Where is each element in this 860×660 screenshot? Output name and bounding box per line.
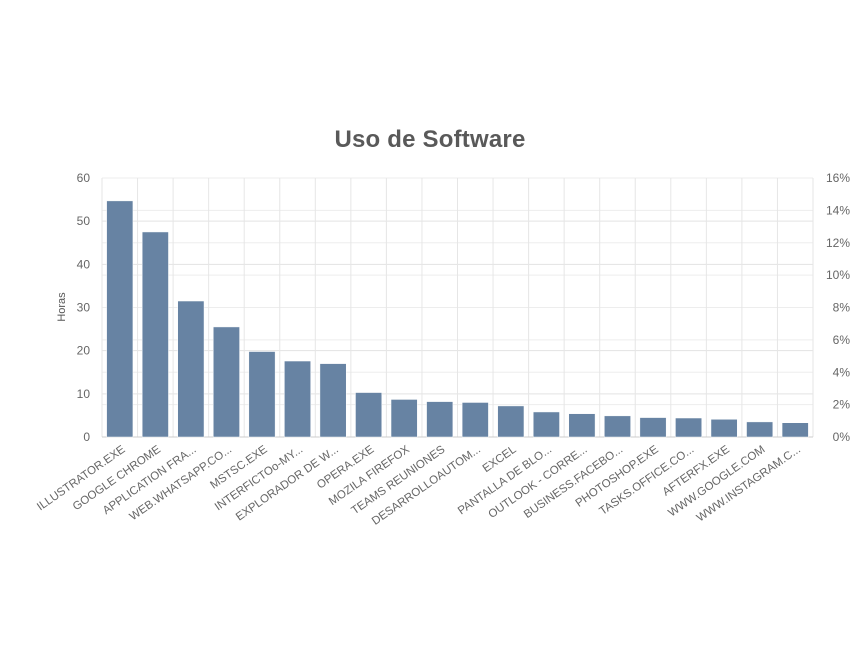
y2-tick-label: 12% xyxy=(826,236,850,250)
left-axis-ticks: 0 10 20 30 40 50 60 xyxy=(77,171,91,444)
bar[interactable] xyxy=(177,300,205,438)
bar[interactable] xyxy=(532,411,560,438)
bar-series xyxy=(106,200,809,438)
grid-lines xyxy=(101,177,814,438)
y-axis-title: Horas xyxy=(56,292,68,322)
bar[interactable] xyxy=(390,399,418,438)
chart-title: Uso de Software xyxy=(334,126,526,153)
bar[interactable] xyxy=(675,417,702,438)
y2-tick-label: 8% xyxy=(833,301,851,315)
y2-tick-label: 10% xyxy=(826,268,850,282)
bar[interactable] xyxy=(106,200,134,438)
bar[interactable] xyxy=(746,421,774,438)
y2-tick-label: 2% xyxy=(833,398,851,412)
y-tick-label: 30 xyxy=(77,301,91,315)
bar[interactable] xyxy=(568,413,596,438)
y2-tick-label: 0% xyxy=(833,430,851,444)
bar[interactable] xyxy=(213,326,240,438)
bar[interactable] xyxy=(426,401,454,438)
y2-tick-label: 4% xyxy=(833,365,851,379)
bar[interactable] xyxy=(141,231,169,438)
bar[interactable] xyxy=(497,405,525,438)
y2-tick-label: 16% xyxy=(826,171,850,185)
y-tick-label: 10 xyxy=(77,387,91,401)
y2-tick-label: 6% xyxy=(833,333,851,347)
bar[interactable] xyxy=(319,363,347,438)
y-tick-label: 50 xyxy=(77,214,91,228)
bar[interactable] xyxy=(781,422,809,438)
bar[interactable] xyxy=(248,351,276,438)
y-tick-label: 40 xyxy=(77,257,91,271)
bar[interactable] xyxy=(355,392,383,438)
bar[interactable] xyxy=(604,415,631,438)
y-tick-label: 60 xyxy=(77,171,91,185)
y-tick-label: 0 xyxy=(83,430,90,444)
y-tick-label: 20 xyxy=(77,344,91,358)
right-axis-ticks: 0% 2% 4% 6% 8% 10% 12% 14% 16% xyxy=(826,171,850,444)
bar[interactable] xyxy=(639,417,667,438)
bar[interactable] xyxy=(461,402,489,438)
bar[interactable] xyxy=(710,419,738,438)
y2-tick-label: 14% xyxy=(826,203,850,217)
bar[interactable] xyxy=(284,360,311,438)
